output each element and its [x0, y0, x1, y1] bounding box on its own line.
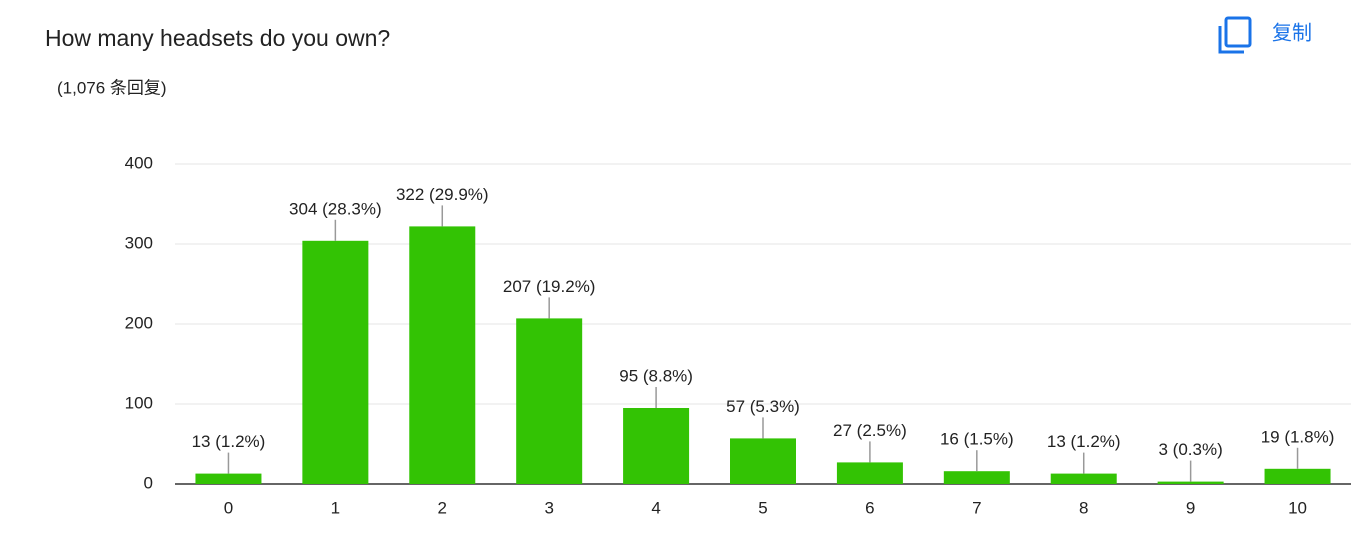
- chart-subtitle: (1,076 条回复): [57, 78, 167, 97]
- bar: [730, 438, 796, 484]
- copy-icon-back: [1218, 26, 1244, 54]
- x-tick-label: 10: [1288, 498, 1307, 517]
- x-tick-label: 7: [972, 498, 981, 517]
- value-label: 304 (28.3%): [289, 199, 382, 218]
- x-tick-label: 3: [544, 498, 553, 517]
- value-label: 13 (1.2%): [1047, 432, 1121, 451]
- bar: [1157, 481, 1224, 484]
- x-tick-label: 8: [1079, 498, 1088, 517]
- x-tick-label: 5: [758, 498, 767, 517]
- bar: [516, 318, 583, 484]
- y-tick-label: 300: [125, 233, 153, 252]
- bar: [1050, 473, 1117, 484]
- value-label: 16 (1.5%): [940, 430, 1014, 449]
- copy-icon: [1224, 16, 1252, 48]
- y-tick-label: 200: [125, 313, 153, 332]
- x-tick-label: 6: [865, 498, 874, 517]
- bar: [623, 408, 690, 484]
- bar: [1264, 468, 1331, 484]
- bar: [836, 462, 903, 484]
- copy-button[interactable]: 复制: [1218, 16, 1312, 54]
- value-label: 19 (1.8%): [1261, 427, 1335, 446]
- y-tick-label: 400: [125, 153, 153, 172]
- x-tick-label: 2: [438, 498, 447, 517]
- bar: [302, 240, 369, 484]
- value-label: 207 (19.2%): [503, 277, 596, 296]
- value-label: 27 (2.5%): [833, 421, 907, 440]
- bar: [195, 473, 262, 484]
- value-label: 57 (5.3%): [726, 397, 800, 416]
- value-label: 322 (29.9%): [396, 185, 489, 204]
- chart-title: How many headsets do you own?: [45, 25, 390, 51]
- value-label: 95 (8.8%): [619, 366, 693, 385]
- value-label: 13 (1.2%): [192, 432, 266, 451]
- y-tick-label: 100: [125, 393, 153, 412]
- bar: [943, 471, 1010, 484]
- copy-label[interactable]: 复制: [1272, 21, 1312, 44]
- x-tick-label: 1: [331, 498, 340, 517]
- value-label: 3 (0.3%): [1159, 440, 1223, 459]
- bar: [409, 226, 476, 484]
- x-tick-label: 0: [224, 498, 233, 517]
- x-tick-label: 9: [1186, 498, 1195, 517]
- x-tick-label: 4: [651, 498, 660, 517]
- y-tick-label: 0: [144, 473, 153, 492]
